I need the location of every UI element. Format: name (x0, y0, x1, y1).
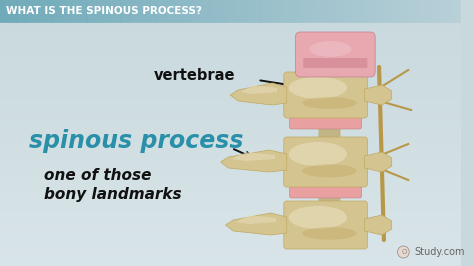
Text: vertebrae: vertebrae (154, 69, 235, 84)
FancyBboxPatch shape (319, 63, 340, 232)
FancyBboxPatch shape (284, 137, 367, 187)
Ellipse shape (289, 77, 347, 99)
FancyBboxPatch shape (290, 182, 362, 198)
Text: O: O (401, 249, 407, 255)
Text: Study.com: Study.com (414, 247, 465, 257)
Text: WHAT IS THE SPINOUS PROCESS?: WHAT IS THE SPINOUS PROCESS? (6, 6, 202, 16)
FancyBboxPatch shape (290, 113, 362, 129)
Ellipse shape (302, 164, 357, 177)
Ellipse shape (289, 206, 347, 229)
Polygon shape (220, 150, 287, 172)
Polygon shape (365, 152, 392, 172)
Polygon shape (226, 213, 287, 235)
Polygon shape (365, 85, 392, 105)
Polygon shape (365, 215, 392, 235)
Text: one of those
bony landmarks: one of those bony landmarks (44, 168, 182, 202)
FancyBboxPatch shape (284, 72, 367, 118)
Ellipse shape (302, 227, 357, 240)
Polygon shape (236, 215, 276, 224)
FancyBboxPatch shape (284, 201, 367, 249)
Polygon shape (231, 152, 275, 161)
Circle shape (398, 246, 409, 258)
Text: spinous process: spinous process (29, 129, 244, 153)
Ellipse shape (302, 97, 357, 109)
Ellipse shape (289, 142, 347, 166)
Polygon shape (230, 83, 287, 105)
Polygon shape (241, 85, 277, 94)
FancyBboxPatch shape (303, 58, 367, 68)
FancyBboxPatch shape (295, 32, 375, 77)
Ellipse shape (310, 41, 351, 57)
